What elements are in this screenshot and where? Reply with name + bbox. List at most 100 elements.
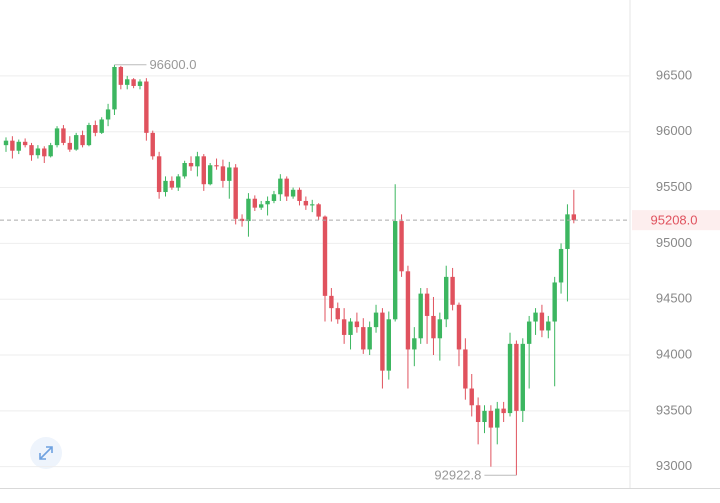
candle-body [156, 156, 162, 193]
candle-body [348, 321, 353, 335]
candle-body [188, 163, 194, 167]
candle-body [450, 276, 455, 305]
candle-body [539, 312, 545, 331]
candle-body [488, 410, 494, 428]
candle-body [42, 148, 47, 157]
candle-body [373, 312, 379, 328]
candle-body [227, 167, 232, 181]
candle-body [29, 145, 34, 156]
candle-body [431, 315, 436, 339]
candle-body [112, 66, 117, 110]
candle-body [144, 81, 149, 133]
y-tick-label: 95500 [656, 179, 692, 194]
candle-body [418, 293, 423, 339]
max-label: 96600.0 [149, 57, 196, 72]
candle-body [437, 319, 443, 339]
candle-body [565, 214, 570, 249]
expand-icon[interactable] [39, 446, 53, 460]
candle-body [546, 321, 551, 331]
candle-body [284, 178, 289, 197]
candle-body [10, 140, 15, 151]
candle-body [463, 349, 468, 389]
candle-body [469, 388, 474, 406]
y-tick-label: 95000 [656, 235, 692, 250]
candle-body [278, 178, 283, 195]
candle-body [233, 167, 238, 219]
candle-body [67, 142, 72, 150]
candle-body [271, 194, 277, 201]
candle-body [354, 321, 360, 328]
candle-body [265, 200, 270, 205]
candle-body [482, 410, 487, 423]
candle-body [475, 405, 481, 423]
candle-body [195, 156, 200, 167]
candle-body [405, 271, 411, 350]
last-price-box [632, 210, 720, 231]
candle-body [329, 295, 334, 309]
candle-body [239, 218, 245, 222]
candle-body [367, 327, 372, 350]
y-tick-label: 94000 [656, 346, 692, 361]
candle-body [399, 221, 404, 272]
candle-body [341, 319, 347, 335]
candle-body [412, 338, 417, 350]
candle-body [558, 248, 564, 283]
candle-body [48, 145, 53, 157]
candle-body [444, 276, 449, 320]
candle-body [424, 293, 430, 316]
candle-body [54, 128, 60, 146]
candle-body [201, 156, 206, 185]
expand-button[interactable] [30, 437, 62, 469]
candle-body [259, 204, 264, 208]
candle-body [322, 216, 328, 296]
candle-body [169, 180, 175, 188]
candle-body [392, 221, 398, 320]
candle-body [246, 198, 251, 222]
candle-body [80, 135, 85, 146]
candle-body [501, 408, 506, 414]
candle-body [552, 282, 557, 322]
candle-body [93, 125, 98, 133]
candle-body [303, 200, 309, 206]
candle-body [176, 176, 181, 188]
candle-body [125, 79, 130, 85]
candle-body [335, 308, 340, 320]
candle-body [131, 79, 136, 86]
candle-body [495, 408, 500, 428]
candle-body [456, 304, 462, 350]
candle-body [35, 148, 41, 156]
candle-body [361, 327, 366, 350]
candle-body [290, 189, 296, 197]
candle-body [163, 180, 168, 193]
min-label: 92922.8 [434, 468, 481, 483]
candle-body [86, 125, 92, 146]
candle-body [105, 109, 111, 120]
candle-body [316, 204, 321, 217]
candle-body [73, 135, 79, 150]
candle-body [526, 321, 532, 344]
candle-body [150, 132, 155, 157]
candle-body [297, 189, 302, 201]
candle-body [22, 141, 28, 146]
y-tick-label: 94500 [656, 291, 692, 306]
candle-body [571, 214, 577, 221]
candle-body [533, 312, 538, 322]
candle-body [386, 319, 391, 371]
candle-body [61, 128, 66, 143]
candle-body [220, 166, 226, 181]
candle-body [507, 343, 513, 414]
candle-body [99, 119, 104, 133]
last-price-label: 95208.0 [651, 213, 698, 228]
y-tick-label: 93500 [656, 402, 692, 417]
y-tick-label: 96000 [656, 123, 692, 138]
candle-body [118, 66, 124, 85]
candle-body [214, 165, 219, 167]
candle-body [207, 165, 213, 185]
candle-body [3, 140, 9, 146]
y-tick-label: 93000 [656, 458, 692, 473]
candle-body [16, 141, 21, 151]
candle-body [514, 343, 519, 411]
candle-body [520, 343, 525, 411]
y-tick-label: 96500 [656, 67, 692, 82]
